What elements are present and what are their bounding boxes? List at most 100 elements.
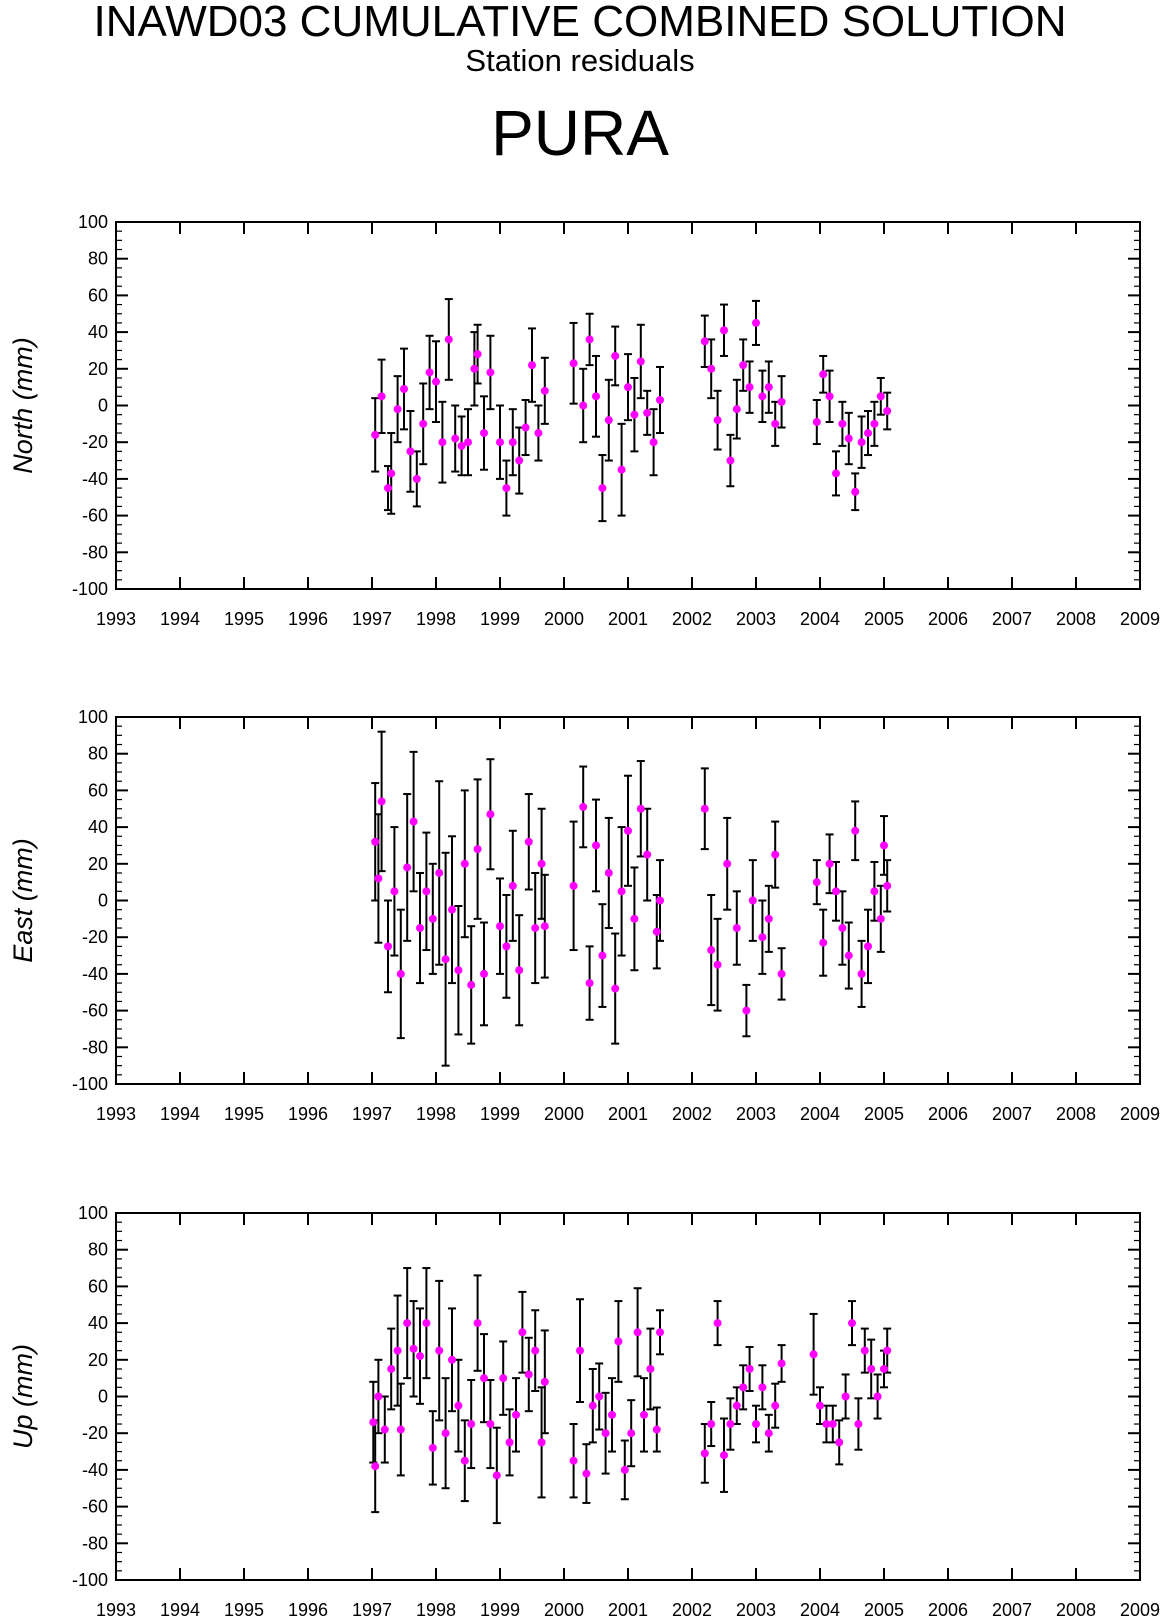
north-data-point (496, 438, 504, 447)
up-data-point (720, 1451, 728, 1460)
up-x-tick-label: 2009 (1120, 1600, 1160, 1620)
station-name: PURA (491, 97, 669, 169)
east-data-point (707, 946, 716, 955)
north-data-point (838, 419, 847, 428)
north-x-tick-label: 2002 (672, 609, 712, 629)
north-data-point (464, 438, 472, 447)
east-data-point (396, 969, 405, 978)
up-data-point (588, 1401, 597, 1410)
north-data-point (777, 397, 786, 406)
north-data-point (528, 361, 536, 370)
north-data-point (419, 419, 428, 428)
up-data-point (867, 1364, 876, 1373)
north-x-tick-label: 2009 (1120, 609, 1160, 629)
east-data-point (422, 887, 431, 896)
up-x-tick-label: 1999 (480, 1600, 520, 1620)
north-data-point (534, 429, 543, 438)
east-data-point (825, 859, 834, 868)
north-x-tick-label: 2005 (864, 609, 904, 629)
east-data-point (371, 837, 380, 846)
north-y-tick-label: -80 (82, 542, 108, 562)
east-x-tick-label: 1998 (416, 1104, 456, 1124)
up-data-point (816, 1401, 824, 1410)
east-data-point (473, 845, 482, 854)
east-x-tick-label: 2008 (1056, 1104, 1096, 1124)
north-y-tick-label: 60 (88, 285, 108, 305)
up-data-point (652, 1425, 661, 1434)
north-data-point (451, 434, 460, 443)
up-x-tick-label: 1993 (96, 1600, 136, 1620)
east-x-tick-label: 1994 (160, 1104, 200, 1124)
east-data-point (713, 960, 722, 969)
up-data-point (460, 1456, 469, 1465)
east-data-point (502, 942, 511, 951)
up-x-tick-label: 1997 (352, 1600, 392, 1620)
north-y-tick-label: 80 (88, 249, 108, 269)
east-data-point (454, 966, 463, 975)
up-data-point (540, 1377, 549, 1386)
north-data-point (412, 474, 421, 483)
up-data-point (633, 1328, 642, 1337)
north-data-point (636, 357, 645, 366)
north-data-point (432, 377, 440, 386)
up-data-point (620, 1465, 629, 1474)
east-data-point (416, 924, 424, 933)
up-data-point (835, 1438, 844, 1447)
north-data-point (630, 410, 639, 419)
north-x-tick-label: 2000 (544, 609, 584, 629)
east-data-point (377, 797, 386, 806)
up-y-tick-label: -100 (72, 1570, 108, 1590)
up-data-point (473, 1319, 482, 1328)
up-data-point (531, 1346, 540, 1355)
up-x-tick-label: 2003 (736, 1600, 776, 1620)
up-data-point (422, 1319, 431, 1328)
north-data-point (569, 359, 578, 368)
east-data-point (480, 969, 488, 978)
up-data-point (371, 1462, 380, 1471)
north-y-axis-label: North (mm) (8, 337, 38, 474)
up-data-point (396, 1425, 405, 1434)
up-data-point (700, 1449, 709, 1458)
east-data-point (460, 859, 469, 868)
up-x-tick-label: 2000 (544, 1600, 584, 1620)
east-y-tick-label: 40 (88, 817, 108, 837)
east-data-point (832, 887, 840, 896)
north-data-point (604, 416, 613, 425)
east-data-point (851, 826, 860, 835)
east-data-point (857, 969, 866, 978)
north-data-point (579, 401, 588, 410)
east-x-tick-label: 2005 (864, 1104, 904, 1124)
north-y-tick-label: 100 (78, 212, 108, 232)
up-data-point (745, 1364, 754, 1373)
north-data-point (758, 392, 767, 401)
north-data-point (592, 392, 600, 401)
east-data-point (883, 881, 892, 890)
up-data-point (860, 1346, 869, 1355)
north-data-point (624, 383, 632, 392)
east-x-tick-label: 2002 (672, 1104, 712, 1124)
east-x-tick-label: 2004 (800, 1104, 840, 1124)
north-data-point (649, 438, 658, 447)
east-y-tick-label: -40 (82, 964, 108, 984)
up-data-point (739, 1383, 748, 1392)
east-y-tick-label: 80 (88, 744, 108, 764)
east-data-point (819, 938, 828, 947)
north-data-point (764, 383, 773, 392)
east-y-tick-label: 60 (88, 780, 108, 800)
east-x-tick-label: 2003 (736, 1104, 776, 1124)
up-data-point (822, 1420, 831, 1429)
north-y-tick-label: -60 (82, 506, 108, 526)
up-data-point (707, 1420, 716, 1429)
east-data-point (812, 878, 821, 887)
up-data-point (646, 1364, 655, 1373)
east-data-point (876, 914, 885, 923)
up-data-point (428, 1443, 437, 1452)
east-y-tick-label: -80 (82, 1037, 108, 1057)
east-data-point (742, 1006, 751, 1015)
north-data-point (771, 419, 780, 428)
north-data-point (870, 419, 879, 428)
north-data-point (457, 441, 466, 450)
chart-subtitle: Station residuals (465, 43, 695, 78)
east-data-point (496, 922, 504, 931)
up-data-point (393, 1346, 402, 1355)
